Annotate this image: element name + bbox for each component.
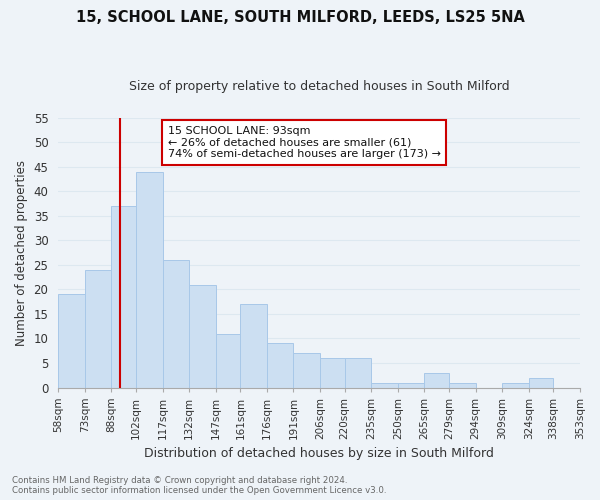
Text: Contains HM Land Registry data © Crown copyright and database right 2024.
Contai: Contains HM Land Registry data © Crown c… bbox=[12, 476, 386, 495]
Bar bbox=[398, 382, 424, 388]
Bar bbox=[371, 382, 398, 388]
Bar bbox=[111, 206, 136, 388]
Bar bbox=[345, 358, 371, 388]
Bar bbox=[502, 382, 529, 388]
Bar bbox=[58, 294, 85, 388]
Text: 15 SCHOOL LANE: 93sqm
← 26% of detached houses are smaller (61)
74% of semi-deta: 15 SCHOOL LANE: 93sqm ← 26% of detached … bbox=[168, 126, 441, 159]
X-axis label: Distribution of detached houses by size in South Milford: Distribution of detached houses by size … bbox=[144, 447, 494, 460]
Bar bbox=[424, 373, 449, 388]
Bar bbox=[136, 172, 163, 388]
Bar bbox=[163, 260, 189, 388]
Bar bbox=[241, 304, 267, 388]
Bar bbox=[215, 334, 241, 388]
Bar bbox=[529, 378, 553, 388]
Bar bbox=[449, 382, 476, 388]
Bar bbox=[320, 358, 345, 388]
Bar bbox=[293, 353, 320, 388]
Bar bbox=[189, 284, 215, 388]
Bar bbox=[85, 270, 111, 388]
Title: Size of property relative to detached houses in South Milford: Size of property relative to detached ho… bbox=[129, 80, 509, 93]
Text: 15, SCHOOL LANE, SOUTH MILFORD, LEEDS, LS25 5NA: 15, SCHOOL LANE, SOUTH MILFORD, LEEDS, L… bbox=[76, 10, 524, 25]
Y-axis label: Number of detached properties: Number of detached properties bbox=[15, 160, 28, 346]
Bar bbox=[267, 344, 293, 388]
